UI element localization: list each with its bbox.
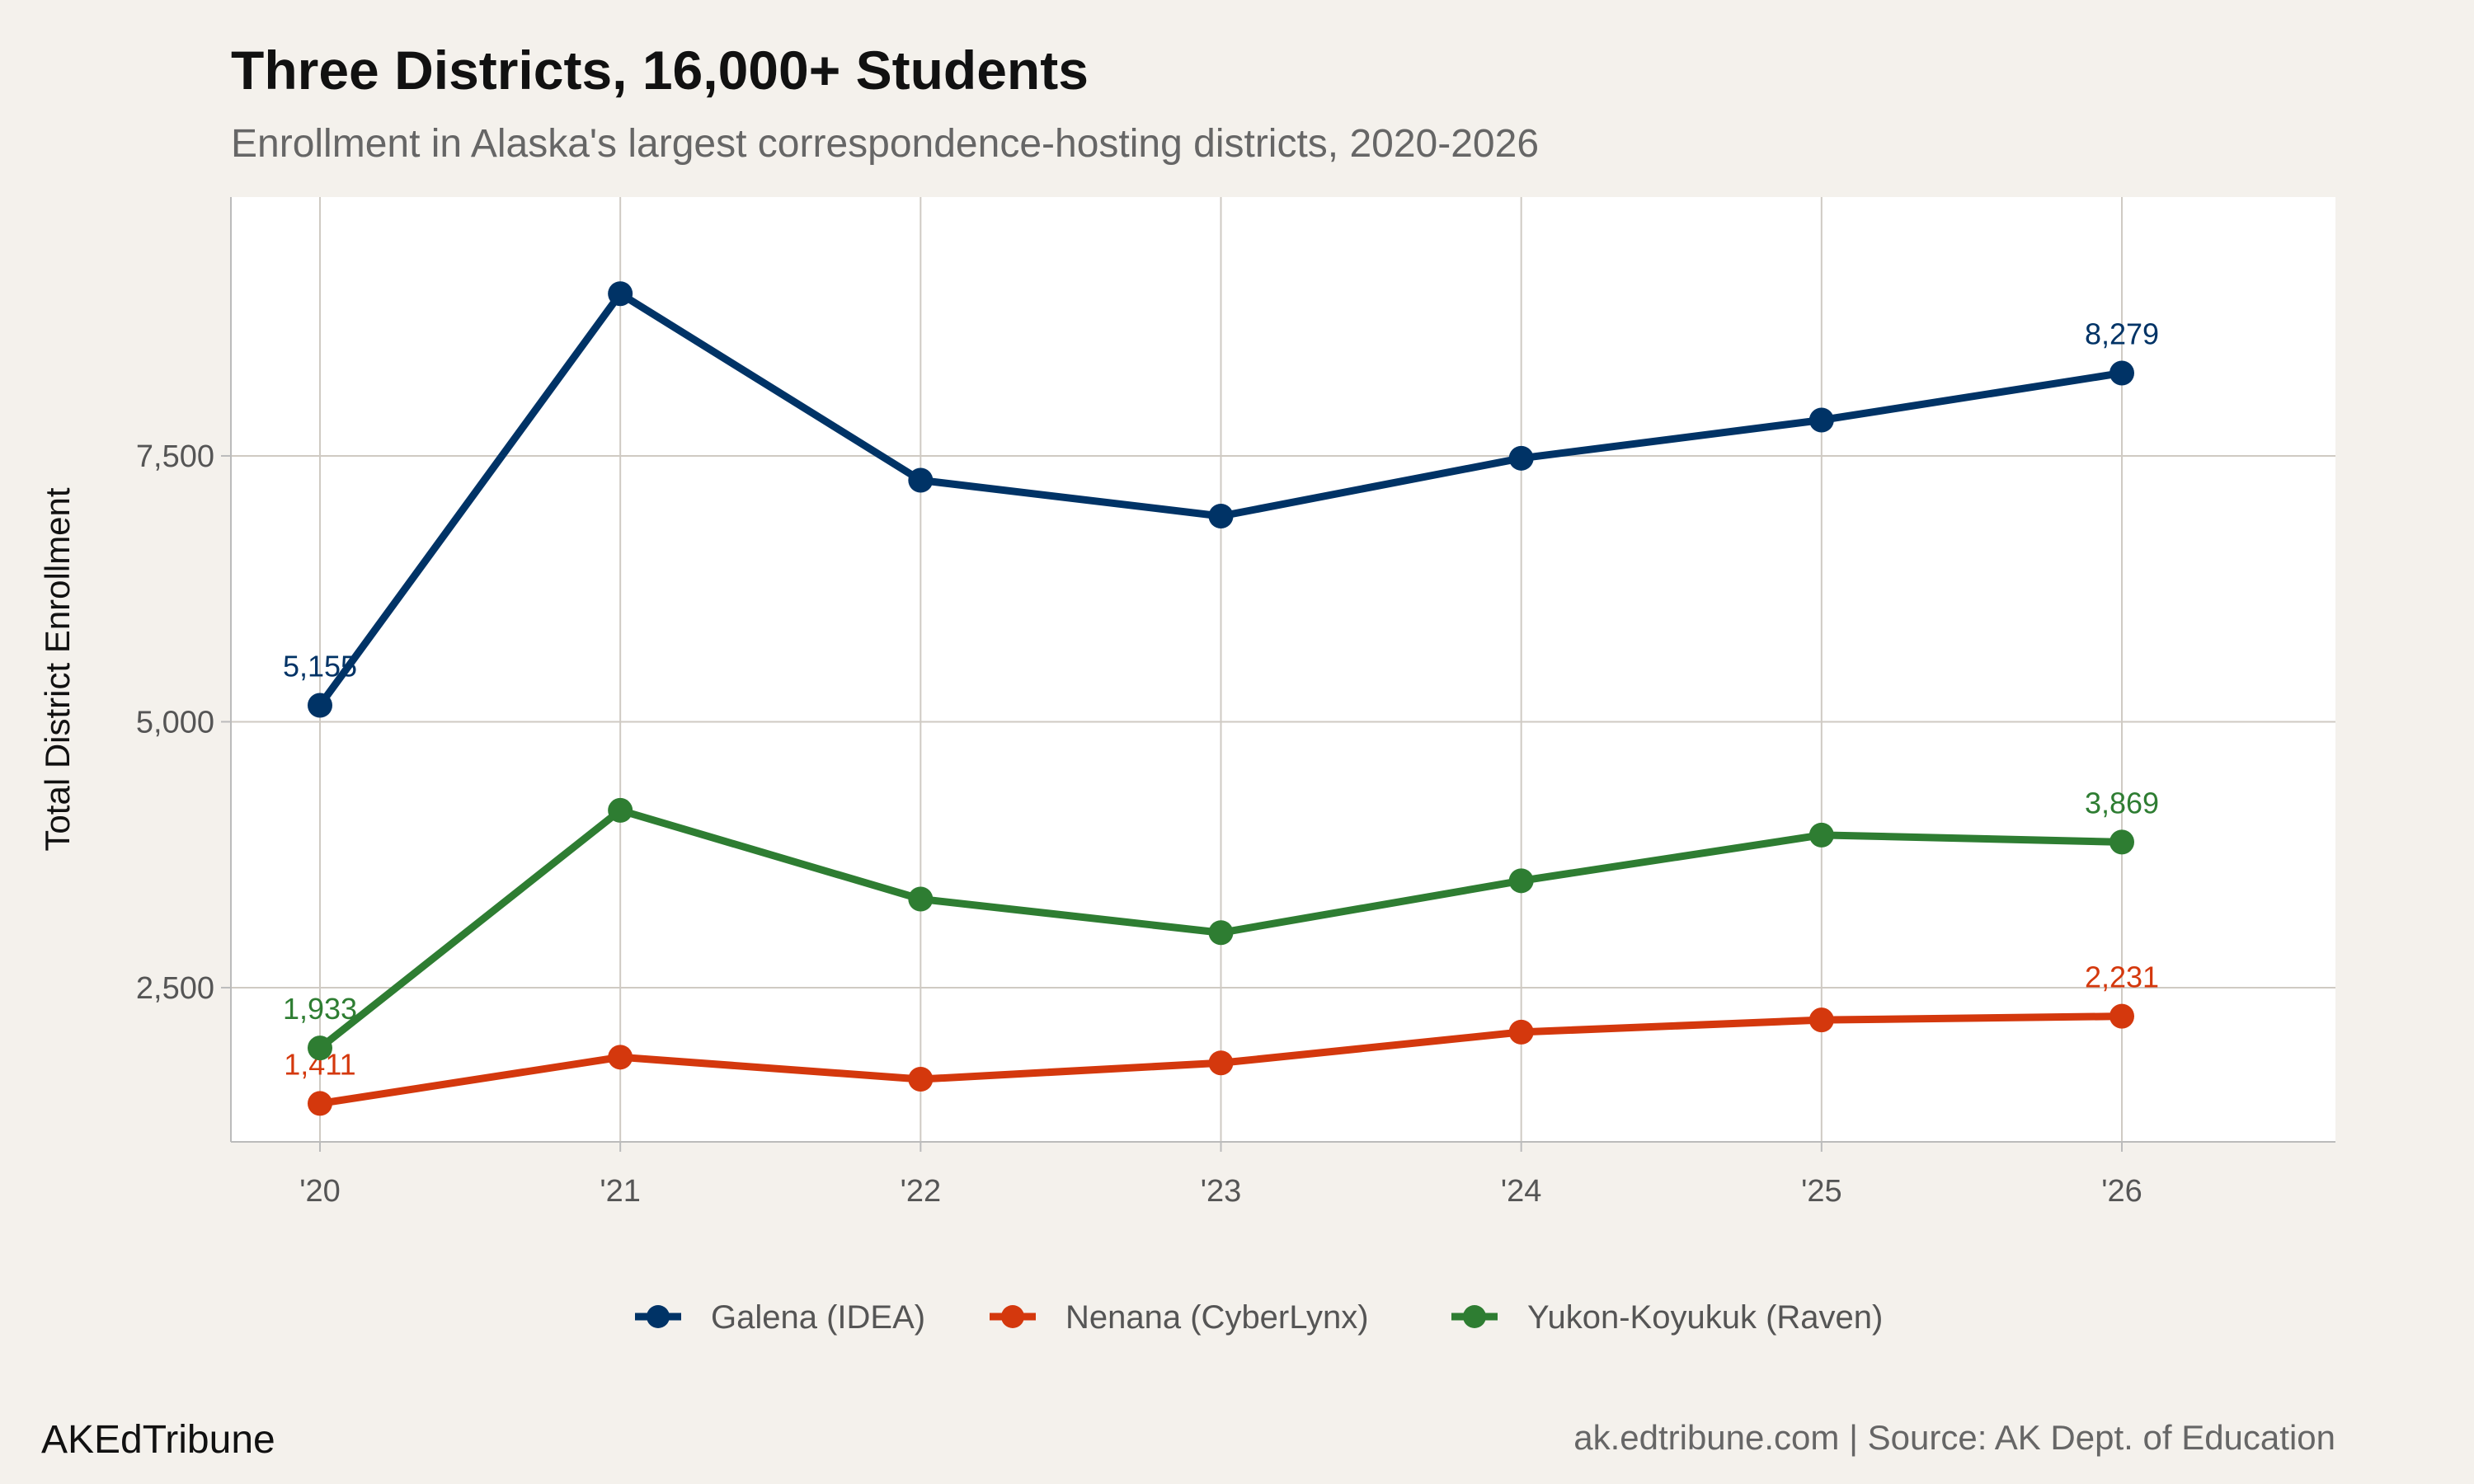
data-point [908, 1067, 934, 1092]
data-label: 1,933 [283, 992, 357, 1026]
data-point [608, 281, 633, 307]
legend-label: Yukon-Koyukuk (Raven) [1527, 1299, 1883, 1336]
data-point [908, 886, 934, 912]
chart-title: Three Districts, 16,000+ Students [231, 40, 1089, 101]
legend-marker [1463, 1305, 1486, 1328]
data-point [2109, 1003, 2134, 1029]
data-point [608, 1045, 633, 1070]
y-tick-label: 7,500 [136, 439, 214, 474]
y-tick-label: 2,500 [136, 971, 214, 1006]
x-tick-label: '25 [1801, 1174, 1842, 1209]
legend: Galena (IDEA) Nenana (CyberLynx) Yukon-Koy… [635, 1299, 1883, 1336]
grid [231, 197, 2335, 1142]
data-point [1808, 822, 1834, 848]
y-tick-label: 5,000 [136, 705, 214, 740]
data-point [1508, 868, 1534, 894]
series-2: 1,933 3,869 [283, 786, 2159, 1061]
data-point [2109, 360, 2134, 386]
x-tick-label: '21 [600, 1174, 641, 1209]
legend-item: Nenana (CyberLynx) [990, 1299, 1369, 1336]
data-point [1508, 445, 1534, 471]
brand-logo-text: AKEdTribune [41, 1418, 275, 1462]
y-ticks: 2,500 5,000 7,500 [136, 439, 231, 1006]
x-tick-label: '24 [1501, 1174, 1542, 1209]
data-point [308, 693, 332, 718]
legend-marker [647, 1305, 670, 1328]
data-point [2109, 829, 2134, 855]
data-point [308, 1036, 332, 1061]
x-tick-label: '26 [2101, 1174, 2142, 1209]
data-label: 8,279 [2085, 317, 2159, 350]
y-axis-label: Total District Enrollment [38, 487, 77, 851]
data-point [308, 1091, 332, 1116]
legend-item: Galena (IDEA) [635, 1299, 925, 1336]
x-tick-label: '20 [299, 1174, 341, 1209]
legend-label: Nenana (CyberLynx) [1065, 1299, 1369, 1336]
data-point [1508, 1019, 1534, 1045]
x-tick-label: '22 [901, 1174, 942, 1209]
data-point [1208, 503, 1234, 528]
data-point [908, 467, 934, 493]
legend-item: Yukon-Koyukuk (Raven) [1451, 1299, 1883, 1336]
chart-subtitle: Enrollment in Alaska's largest correspon… [231, 122, 1539, 166]
x-tick-label: '23 [1201, 1174, 1242, 1209]
data-point [1808, 1007, 1834, 1033]
data-label: 5,155 [283, 649, 357, 683]
plot-panel [231, 197, 2335, 1142]
data-point [1208, 1050, 1234, 1076]
series-0: 5,155 8,279 [283, 281, 2159, 718]
data-label: 3,869 [2085, 786, 2159, 819]
source-note: ak.edtribune.com | Source: AK Dept. of E… [1573, 1418, 2335, 1457]
legend-marker [1001, 1305, 1024, 1328]
data-label: 2,231 [2085, 960, 2159, 994]
data-point [1808, 407, 1834, 433]
legend-label: Galena (IDEA) [711, 1299, 925, 1336]
data-point [1208, 920, 1234, 946]
x-ticks: '20 '21 '22 '23 '24 '25 '26 [299, 1142, 2142, 1209]
data-point [608, 797, 633, 823]
